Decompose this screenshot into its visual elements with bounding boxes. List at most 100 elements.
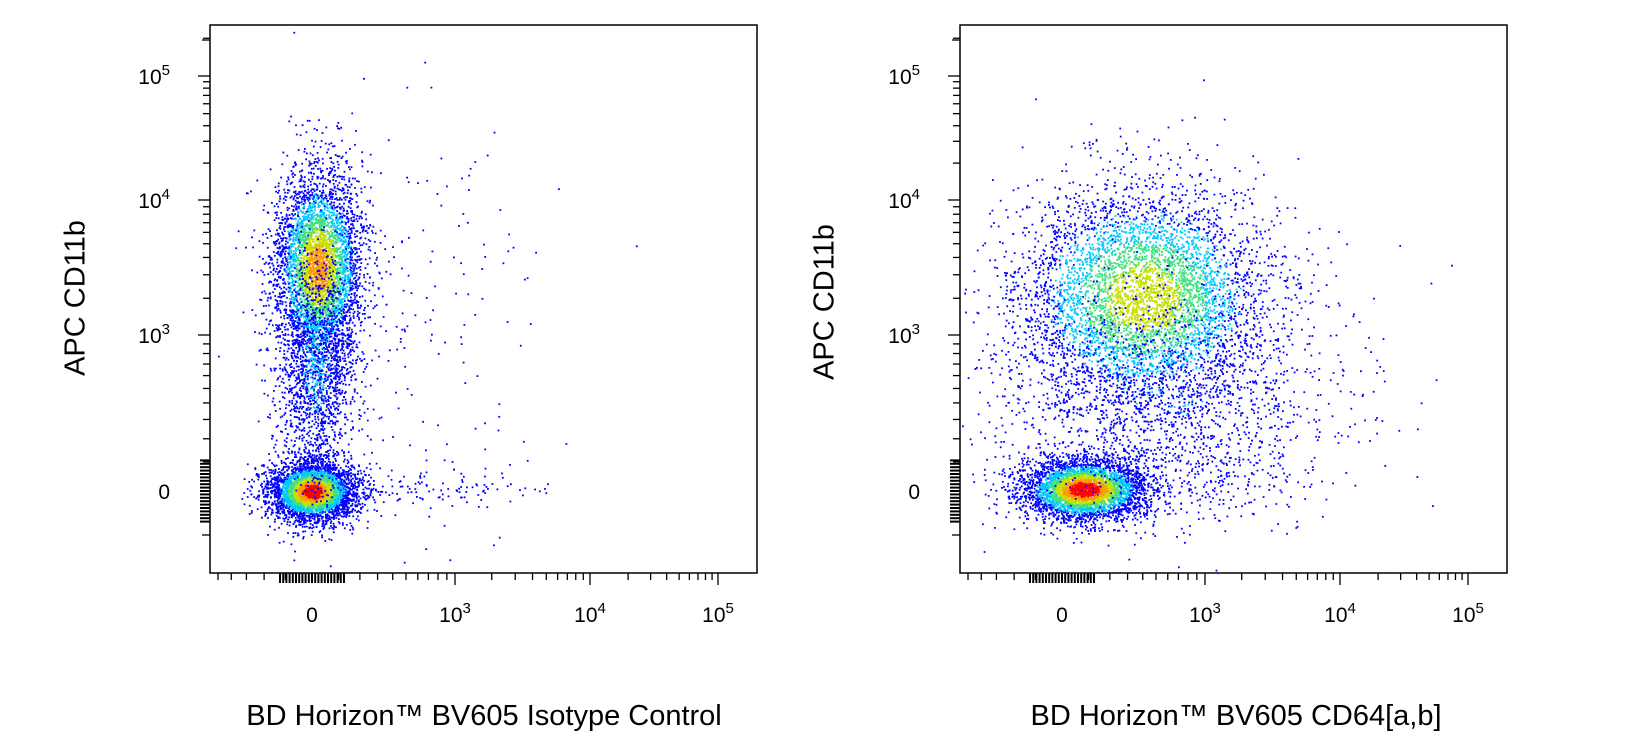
event-dot [291, 477, 294, 480]
event-dot [284, 311, 287, 313]
event-dot [345, 494, 347, 496]
event-dot [321, 479, 324, 482]
event-dot [321, 484, 324, 487]
event-dot [280, 522, 283, 525]
event-dot [348, 492, 351, 494]
event-dot [307, 474, 310, 477]
event-dot [307, 326, 310, 329]
event-dot [271, 492, 273, 495]
event-dot [351, 504, 353, 507]
event-dot [271, 262, 274, 265]
event-dot [263, 496, 265, 498]
event-dot [293, 232, 295, 235]
event-dot [304, 202, 307, 204]
event-dot [340, 487, 343, 490]
event-dot [333, 515, 336, 518]
event-dot [318, 265, 320, 268]
event-dot [292, 491, 295, 494]
event-dot [328, 511, 331, 514]
event-dot [351, 465, 353, 468]
event-dot [338, 181, 341, 184]
event-dot [306, 494, 308, 497]
event-dot [307, 276, 310, 278]
event-dot [315, 487, 318, 490]
event-dot [327, 350, 330, 353]
event-dot [289, 196, 292, 199]
event-dot [242, 311, 245, 314]
event-dot [354, 482, 357, 485]
event-dot [333, 502, 336, 504]
event-dot [319, 461, 322, 464]
event-dot [313, 224, 315, 227]
event-dot [341, 492, 344, 494]
event-dot [281, 504, 284, 507]
event-dot [251, 478, 253, 481]
event-dot [359, 497, 362, 500]
left-plot-panel: 0 103 104 105 0 103 104 105 BD Horizon™ BV605 I… [0, 0, 800, 755]
event-dot [360, 481, 363, 484]
event-dot [308, 480, 311, 483]
event-dot [325, 483, 328, 486]
event-dot [322, 189, 324, 192]
event-dot [298, 480, 301, 483]
event-dot [265, 318, 268, 321]
event-dot [381, 485, 384, 488]
event-dot [352, 315, 355, 318]
event-dot [350, 183, 353, 186]
event-dot [276, 481, 279, 484]
event-dot [329, 493, 331, 496]
event-dot [290, 488, 293, 491]
event-dot [264, 514, 267, 517]
event-dot [357, 480, 360, 483]
event-dot [328, 489, 331, 492]
event-dot [276, 273, 279, 276]
event-dot [291, 481, 294, 484]
event-dot [280, 462, 283, 465]
event-dot [279, 512, 281, 515]
event-dot [319, 317, 322, 319]
event-dot [329, 507, 331, 510]
event-dot [328, 496, 331, 498]
event-dot [278, 492, 281, 494]
event-dot [303, 521, 305, 524]
event-dot [285, 445, 288, 448]
event-dot [322, 499, 324, 502]
event-dot [335, 526, 337, 529]
event-dot [303, 493, 305, 496]
event-dot [330, 504, 333, 507]
event-dot [359, 477, 361, 480]
event-dot [303, 312, 306, 315]
event-dot [303, 244, 306, 247]
event-dot [359, 282, 361, 285]
event-dot [327, 514, 330, 517]
event-dot [271, 258, 273, 261]
event-dot [309, 516, 311, 518]
event-dot [303, 490, 306, 493]
event-dot [315, 450, 317, 452]
event-dot [251, 486, 253, 489]
event-dot [280, 490, 283, 492]
event-dot [320, 469, 322, 472]
event-dot [304, 483, 307, 486]
event-dot [279, 492, 282, 495]
event-dot [310, 511, 313, 513]
event-dot [344, 383, 347, 386]
event-dot [332, 531, 335, 534]
event-dot [312, 492, 315, 494]
event-dot [330, 474, 332, 476]
event-dot [333, 524, 335, 527]
event-dot [277, 492, 279, 495]
event-dot [350, 525, 353, 527]
event-dot [294, 532, 297, 534]
event-dot [261, 486, 263, 488]
event-dot [352, 224, 355, 227]
event-dot [354, 509, 356, 512]
event-dot [338, 280, 341, 283]
event-dot [281, 237, 284, 240]
event-dot [315, 455, 318, 458]
event-dot [345, 244, 348, 247]
event-dot [328, 226, 331, 229]
event-dot [291, 496, 294, 499]
event-dot [319, 228, 322, 230]
event-dot [304, 501, 307, 504]
